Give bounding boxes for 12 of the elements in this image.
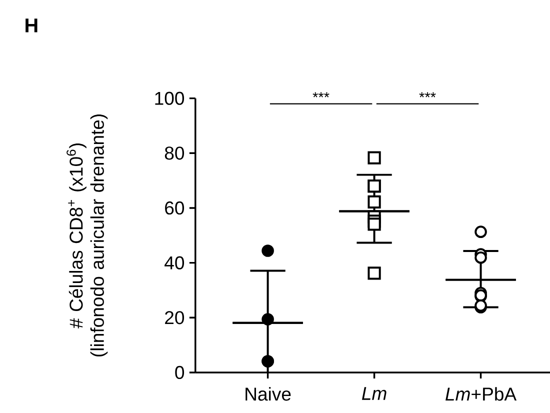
x-tick-label: Lm <box>362 387 386 400</box>
text: *** <box>312 92 330 98</box>
y-tick-label: 60 <box>165 201 184 214</box>
text: *** <box>419 92 436 98</box>
y-tick-label: 40 <box>164 256 184 270</box>
text: H <box>26 18 38 32</box>
y-tick-label: 100 <box>155 92 184 105</box>
x-tick-label: Naive <box>246 386 291 401</box>
y-tick-label: 0 <box>175 366 184 379</box>
y-tick-label: 80 <box>164 146 184 160</box>
y-tick-label: 20 <box>165 310 184 324</box>
x-tick-label: Lm+PbA <box>446 386 517 401</box>
